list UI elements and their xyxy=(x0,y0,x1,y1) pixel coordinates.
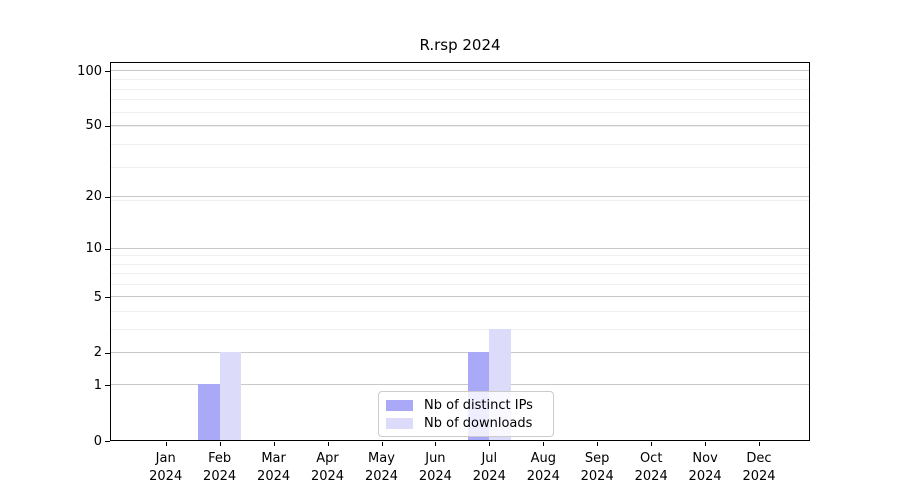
y-axis-tick xyxy=(105,197,110,198)
major-gridline xyxy=(111,384,809,386)
minor-gridline xyxy=(111,311,809,312)
x-tick-label: Jun 2024 xyxy=(418,451,452,484)
y-axis-tick xyxy=(105,126,110,127)
plot-area: Nb of distinct IPs Nb of downloads xyxy=(110,62,810,441)
y-axis-tick xyxy=(105,249,110,250)
y-axis-tick xyxy=(105,441,110,442)
minor-gridline xyxy=(111,144,809,146)
x-axis-tick xyxy=(327,442,329,446)
x-axis-tick xyxy=(219,442,221,446)
legend-item-distinct-ips: Nb of distinct IPs xyxy=(386,397,545,415)
bar-feb-downloads xyxy=(219,351,242,440)
x-axis-tick xyxy=(705,442,707,446)
x-axis-tick xyxy=(165,442,167,446)
minor-gridline xyxy=(111,99,809,101)
x-tick-label: May 2024 xyxy=(364,451,399,484)
minor-gridline xyxy=(111,284,809,285)
minor-gridline xyxy=(111,328,809,330)
y-tick-label: 5 xyxy=(93,289,102,305)
y-tick-label: 100 xyxy=(77,63,102,79)
x-tick-label: Feb 2024 xyxy=(203,451,237,484)
minor-gridline xyxy=(111,167,809,169)
x-tick-label: Apr 2024 xyxy=(310,451,345,484)
x-tick-label: Nov 2024 xyxy=(688,451,722,484)
legend: Nb of distinct IPs Nb of downloads xyxy=(378,391,554,437)
y-tick-label: 0 xyxy=(93,433,102,449)
minor-gridline xyxy=(111,111,809,113)
legend-swatch-downloads-icon xyxy=(386,418,413,429)
minor-gridline xyxy=(111,88,809,90)
y-tick-label: 10 xyxy=(85,241,102,257)
legend-swatch-distinct-ips-icon xyxy=(386,400,413,411)
x-axis-tick xyxy=(273,442,275,446)
major-gridline xyxy=(111,195,809,197)
x-tick-label: Jul 2024 xyxy=(472,451,506,484)
legend-item-downloads: Nb of downloads xyxy=(386,415,545,433)
y-tick-label: 20 xyxy=(85,189,102,205)
minor-gridline xyxy=(111,273,809,275)
y-tick-label: 2 xyxy=(93,345,102,361)
major-gridline xyxy=(111,247,809,249)
x-axis-tick xyxy=(759,442,760,446)
minor-gridline xyxy=(111,126,809,128)
major-gridline xyxy=(111,70,809,71)
x-axis-tick xyxy=(543,442,545,446)
x-axis-tick xyxy=(651,442,653,446)
major-gridline xyxy=(111,296,809,298)
x-tick-label: Jan 2024 xyxy=(149,451,183,484)
chart-title: R.rsp 2024 xyxy=(419,36,501,54)
bar-feb-distinct-ips xyxy=(198,384,220,440)
x-axis-tick xyxy=(381,442,383,446)
x-axis-tick xyxy=(489,442,491,446)
x-tick-label: Aug 2024 xyxy=(526,451,560,484)
major-gridline xyxy=(111,124,809,126)
minor-gridline xyxy=(111,255,809,257)
x-tick-label: Sep 2024 xyxy=(580,451,614,484)
minor-gridline xyxy=(111,263,809,265)
x-axis-tick xyxy=(435,442,437,446)
legend-label-downloads: Nb of downloads xyxy=(424,415,533,431)
legend-label-distinct-ips: Nb of distinct IPs xyxy=(424,397,533,413)
y-tick-label: 50 xyxy=(85,118,102,134)
x-axis-tick xyxy=(597,442,599,446)
x-tick-label: Mar 2024 xyxy=(257,451,291,484)
y-tick-label: 1 xyxy=(93,377,102,393)
y-axis-tick xyxy=(105,297,110,298)
major-gridline xyxy=(111,351,809,353)
y-axis-tick xyxy=(105,353,110,354)
y-axis-tick xyxy=(105,385,110,386)
x-tick-label: Oct 2024 xyxy=(634,451,668,484)
x-tick-label: Dec 2024 xyxy=(742,451,776,484)
minor-gridline xyxy=(111,199,809,201)
minor-gridline xyxy=(111,79,809,81)
y-axis-tick xyxy=(105,71,110,72)
